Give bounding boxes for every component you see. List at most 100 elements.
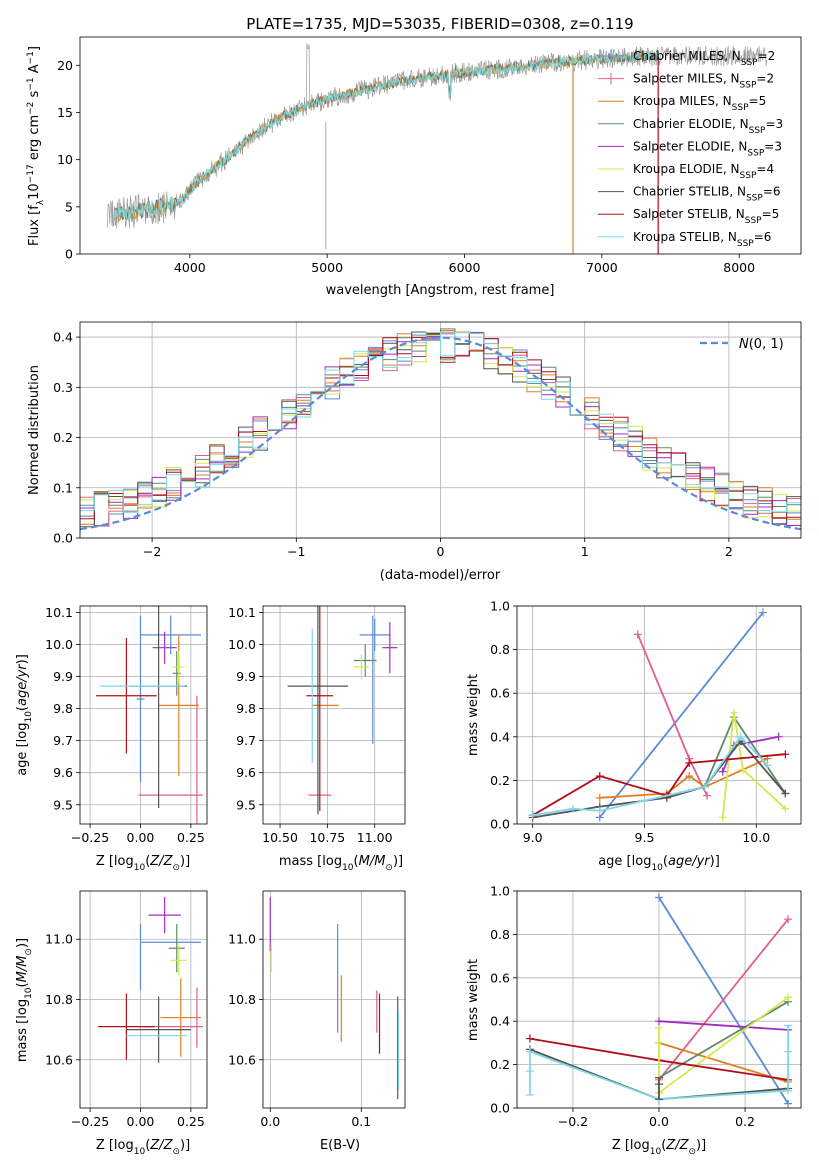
- x-tick-label: 0.0: [260, 1114, 280, 1129]
- legend-label-salpeter_elodie: Salpeter ELODIE, NSSP=3: [633, 139, 782, 158]
- weight-marker-kroupa_miles: [685, 772, 694, 781]
- x-tick-label: 1: [581, 544, 589, 559]
- y-tick-label: 10.6: [228, 1052, 256, 1067]
- y-tick-label: 0.4: [490, 729, 510, 744]
- y-tick-label: 10.0: [228, 637, 256, 652]
- y-tick-label: 0.3: [53, 380, 73, 395]
- legend-label-chabrier_elodie: Chabrier ELODIE, NSSP=3: [633, 117, 783, 136]
- y-tick-label: 0.4: [53, 330, 73, 345]
- y-tick-label: 10.0: [45, 637, 73, 652]
- x-tick-label: 4000: [174, 260, 206, 275]
- y-tick-label: 0.8: [490, 927, 510, 942]
- x-tick-label: 0.25: [177, 830, 205, 845]
- y-tick-label: 1.0: [490, 599, 510, 614]
- legend-label-kroupa_miles: Kroupa MILES, NSSP=5: [633, 94, 766, 113]
- histogram-kroupa_stelib: [80, 331, 801, 531]
- x-tick-label: 9.5: [635, 830, 655, 845]
- x-tick-label: 9.0: [523, 830, 543, 845]
- y-tick-label: 1.0: [490, 884, 510, 899]
- weight-line-chabrier_elodie: [658, 1000, 789, 1079]
- y-tick-label: 10.8: [45, 992, 73, 1007]
- spectrum-line-kroupa_elodie: [113, 49, 660, 222]
- weight-line-salpeter_miles: [636, 633, 708, 797]
- panel-residuals: −2 −1 0 1 2 0.0 0.1 0.2 0.3 0.4 N(0, 1) (data-model…: [27, 321, 802, 583]
- weight-line-salpeter_elodie: [658, 1020, 789, 1031]
- x-tick-label: 10.75: [309, 830, 345, 845]
- y-tick-label: 0.6: [490, 686, 510, 701]
- axes-frame: [79, 36, 802, 255]
- weight-marker-salpeter_miles: [703, 791, 712, 800]
- y-tick-label: 0.2: [490, 1057, 510, 1072]
- y-tick-label: 9.5: [236, 797, 256, 812]
- weight-marker-salpeter_elodie: [774, 732, 783, 741]
- x-tick-label: 0.1: [351, 1114, 371, 1129]
- y-tick-label: 9.6: [236, 765, 256, 780]
- x-tick-label: 0.0: [649, 1114, 669, 1129]
- y-axis-label: mass weight: [466, 674, 481, 756]
- x-tick-label: 0.25: [177, 1114, 205, 1129]
- y-tick-label: 0.0: [490, 1101, 510, 1116]
- x-tick-label: 0.2: [735, 1114, 755, 1129]
- weight-marker-kroupa_elodie: [781, 804, 790, 813]
- weight-marker-salpeter_miles: [633, 630, 642, 639]
- spectrum-line-kroupa_miles: [113, 51, 660, 222]
- y-tick-label: 5: [65, 199, 73, 214]
- y-tick-label: 0.0: [490, 817, 510, 832]
- x-tick-label: 11.00: [357, 830, 393, 845]
- x-tick-label: −0.25: [71, 1114, 109, 1129]
- y-tick-label: 9.8: [236, 701, 256, 716]
- y-axis-label: mass weight: [466, 959, 481, 1041]
- normal-curve: [80, 336, 801, 531]
- y-tick-label: 11.0: [45, 932, 73, 947]
- weight-marker-chabrier_miles: [758, 608, 767, 617]
- y-axis-label: Flux [fλ10−17 erg cm−2 s−1 A−1]: [26, 46, 46, 246]
- x-axis-label: Z [log10(Z/Z⊙)]: [96, 1138, 190, 1157]
- weight-marker-salpeter_stelib: [525, 1034, 534, 1043]
- x-tick-label: 5000: [311, 260, 343, 275]
- legend-label-normal: N(0, 1): [739, 337, 784, 352]
- panel-weight_vs_Z: −0.2 0.0 0.2 0.0 0.2 0.4 0.6 0.8 1.0 Z [log10(Z/Z…: [466, 884, 802, 1157]
- legend-label-salpeter_stelib: Salpeter STELIB, NSSP=5: [633, 207, 779, 226]
- y-tick-label: 9.7: [236, 733, 256, 748]
- spectrum-line-chabrier_elodie: [113, 50, 660, 220]
- legend: Chabrier MILES, NSSP=2 Salpeter MILES, NS…: [598, 49, 783, 249]
- plot-area: [107, 43, 768, 254]
- x-tick-label: 8000: [723, 260, 755, 275]
- y-axis-label: Normed distribution: [27, 365, 42, 495]
- weight-line-salpeter_stelib: [532, 753, 786, 817]
- y-tick-label: 0.6: [490, 970, 510, 985]
- y-axis-label: mass [log10(M/M⊙)]: [15, 938, 34, 1062]
- y-tick-label: 9.8: [53, 701, 73, 716]
- y-tick-label: 0.1: [53, 480, 73, 495]
- panel-age_vs_Z: −0.25 0.00 0.25 9.5 9.6 9.7 9.8 9.9 10.0 10.1 Z [l…: [15, 605, 208, 873]
- legend-label-salpeter_miles: Salpeter MILES, NSSP=2: [633, 72, 774, 91]
- weight-marker-kroupa_stelib: [528, 811, 537, 820]
- weight-marker-kroupa_elodie: [718, 813, 727, 822]
- weight-line-chabrier_stelib: [532, 739, 786, 819]
- y-tick-label: 0.4: [490, 1014, 510, 1029]
- axes-frame: [516, 605, 802, 825]
- weight-marker-salpeter_elodie: [718, 767, 727, 776]
- x-tick-label: −0.25: [71, 830, 109, 845]
- plot-area: [269, 897, 400, 1099]
- x-tick-label: 0.00: [127, 1114, 155, 1129]
- y-axis-label: age [log10(age/yr)]: [15, 654, 34, 776]
- y-tick-label: 9.9: [53, 669, 73, 684]
- weight-line-kroupa_miles: [658, 1042, 789, 1083]
- x-axis-label: age [log10(age/yr)]: [598, 854, 720, 873]
- axes-frame: [79, 890, 208, 1109]
- y-tick-label: 10.6: [45, 1052, 73, 1067]
- x-axis-label: E(B-V): [320, 1138, 360, 1153]
- y-tick-label: 9.6: [53, 765, 73, 780]
- axes-frame: [516, 890, 802, 1109]
- weight-marker-kroupa_elodie: [784, 993, 793, 1002]
- y-tick-label: 9.9: [236, 669, 256, 684]
- plot-area: [80, 328, 801, 532]
- weight-marker-kroupa_stelib: [700, 782, 709, 791]
- plot-area: [528, 608, 790, 822]
- weight-marker-kroupa_stelib: [736, 732, 745, 741]
- x-tick-label: 0.00: [127, 830, 155, 845]
- x-axis-label: (data-model)/error: [380, 568, 501, 583]
- spectrum-line-kroupa_stelib: [113, 49, 660, 222]
- x-tick-label: −0.2: [558, 1114, 588, 1129]
